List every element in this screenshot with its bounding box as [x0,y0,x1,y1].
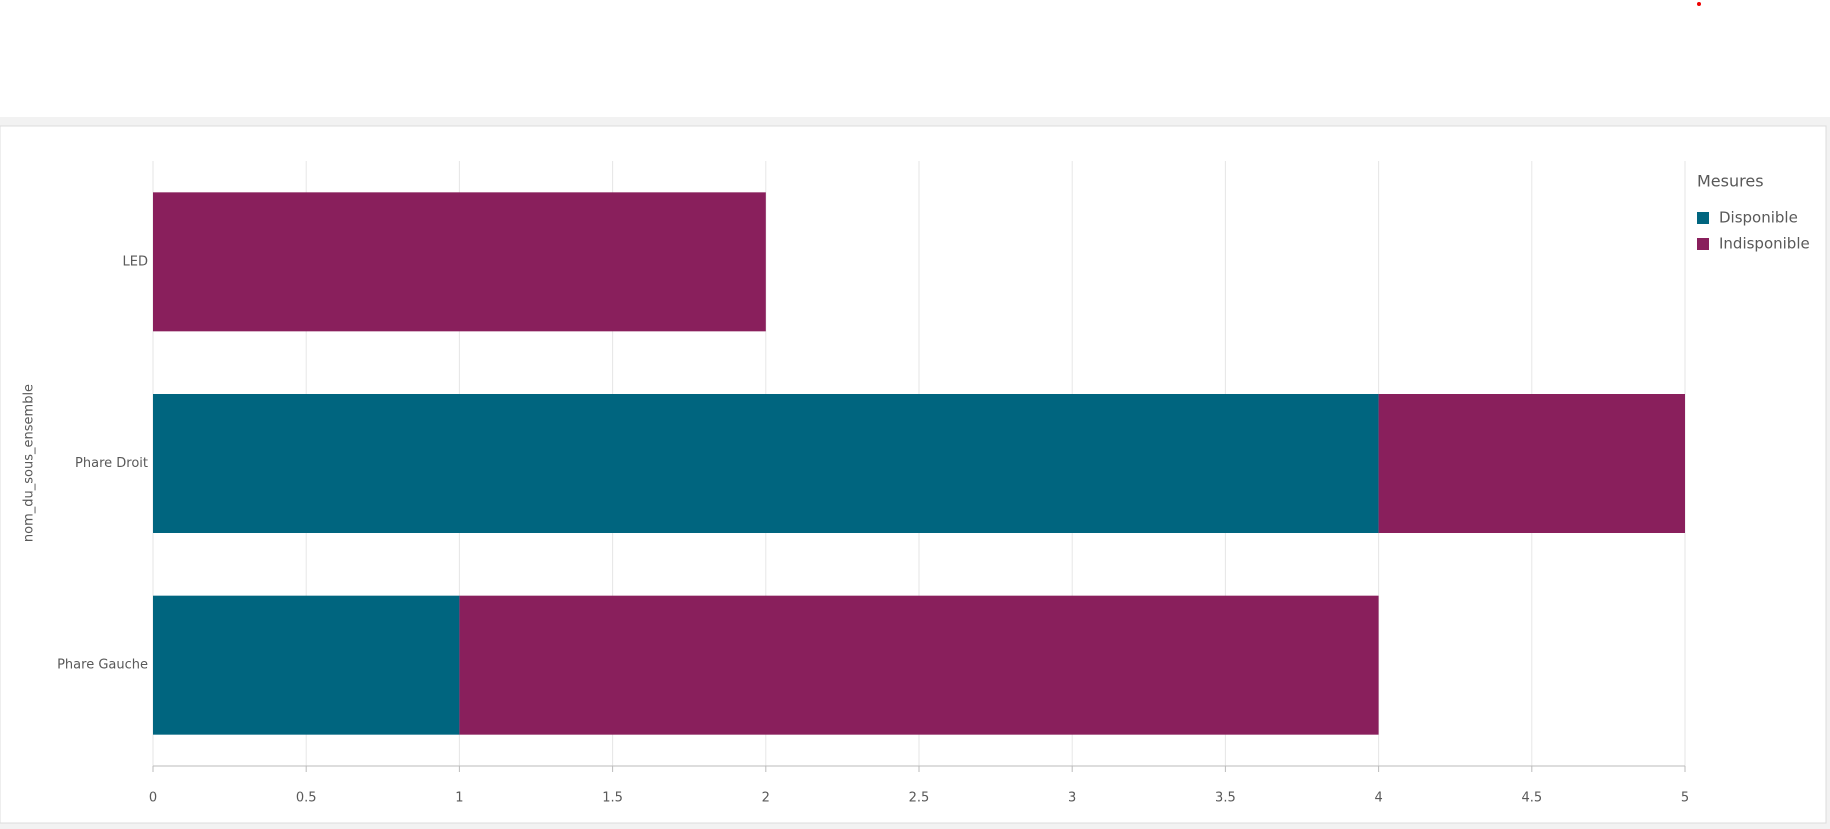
y-tick-label: LED [123,254,148,269]
y-tick-label: Phare Droit [75,456,148,471]
bar-segment [153,192,766,332]
legend-swatch [1697,212,1709,224]
bar-segment [1378,394,1685,533]
x-tick-label: 4 [1374,791,1382,806]
x-tick-label: 3.5 [1215,791,1236,806]
legend-title: Mesures [1697,172,1764,191]
x-tick-label: 1 [455,791,463,806]
x-tick-label: 2.5 [909,791,930,806]
legend-label: Indisponible [1719,235,1810,253]
x-tick-label: 2 [762,791,770,806]
bar-segment [459,595,1379,735]
x-tick-label: 5 [1681,791,1689,806]
legend-label: Disponible [1719,209,1798,227]
x-tick-label: 1.5 [602,791,623,806]
x-tick-label: 3 [1068,791,1076,806]
bar-segment [153,595,460,735]
x-tick-label: 0.5 [296,791,317,806]
legend-swatch [1697,238,1709,250]
y-axis-label: nom_du_sous_ensemble [22,384,37,542]
x-tick-label: 0 [149,791,157,806]
x-tick-label: 4.5 [1521,791,1542,806]
y-tick-label: Phare Gauche [57,658,148,673]
bar-segment [153,394,1379,533]
indicator-dot [1697,2,1701,6]
